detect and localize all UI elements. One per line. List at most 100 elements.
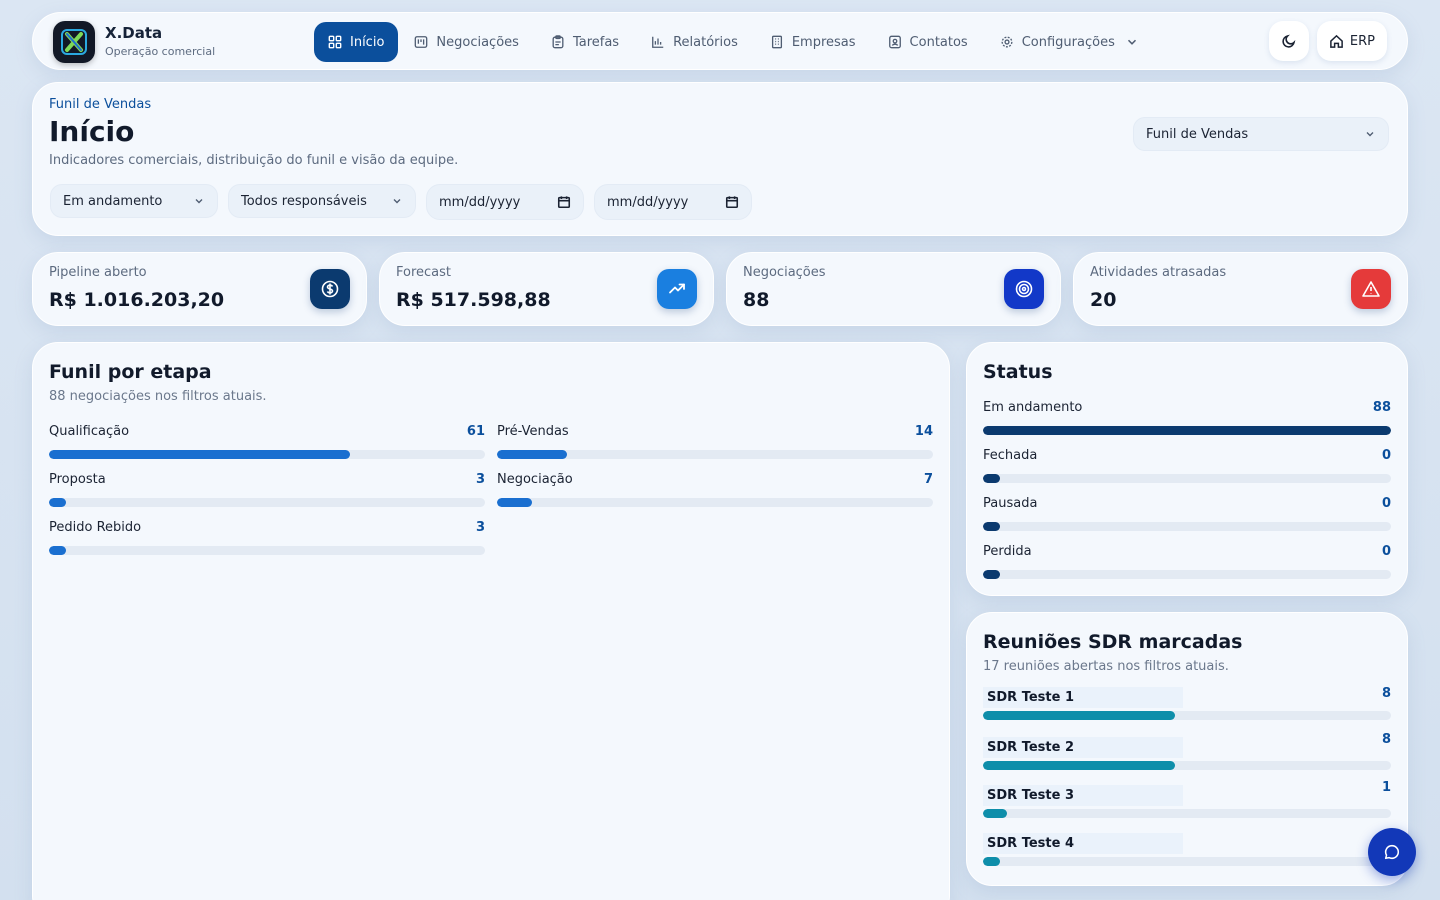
sdr-progress-track <box>983 711 1391 720</box>
bar-chart-icon <box>652 36 664 48</box>
theme-toggle-button[interactable] <box>1268 21 1309 61</box>
sdr-name: SDR Teste 3 <box>983 785 1183 806</box>
brand-subtitle: Operação comercial <box>105 45 216 58</box>
date-to-placeholder: mm/dd/yyyy <box>607 194 689 210</box>
brand-name: X.Data <box>105 24 163 42</box>
dollar-icon <box>310 269 350 309</box>
nav-item-relatorios[interactable]: Relatórios <box>635 22 754 62</box>
kpi-label: Atividades atrasadas <box>1090 265 1227 280</box>
stage-name: Proposta <box>49 472 106 487</box>
kpi-label: Forecast <box>396 265 452 280</box>
owner-filter-select[interactable]: Todos responsáveis <box>228 184 416 218</box>
status-item[interactable]: Perdida 0 <box>983 544 1391 579</box>
trend-up-icon <box>657 269 697 309</box>
funnel-stage[interactable]: Negociação 7 <box>497 472 933 507</box>
nav-item-negociacoes[interactable]: Negociações <box>398 22 535 62</box>
chevron-down-icon <box>393 199 401 204</box>
status-item[interactable]: Pausada 0 <box>983 496 1391 531</box>
funnel-stage[interactable]: Pedido Rebido 3 <box>49 520 485 555</box>
status-progress-track <box>983 426 1391 435</box>
kpi-pipeline-aberto: Pipeline aberto R$ 1.016.203,20 <box>32 252 367 326</box>
nav-item-label: Empresas <box>791 34 856 50</box>
status-title: Status <box>983 361 1053 383</box>
kpi-value: R$ 517.598,88 <box>396 289 551 311</box>
date-from-input[interactable]: mm/dd/yyyy <box>426 184 584 220</box>
gear-icon <box>1001 36 1013 48</box>
nav-item-label: Relatórios <box>673 34 738 50</box>
app-logo[interactable] <box>53 21 95 63</box>
stage-name: Qualificação <box>49 424 130 439</box>
sdr-item[interactable]: SDR Teste 4 <box>983 832 1391 866</box>
stage-progress-track <box>497 450 933 459</box>
stage-progress-fill <box>49 450 350 459</box>
nav-item-label: Contatos <box>909 34 968 50</box>
chevron-down-icon <box>1127 39 1136 45</box>
top-navbar: X.Data Operação comercial Início Negocia… <box>32 12 1408 70</box>
sdr-item[interactable]: SDR Teste 3 1 <box>983 780 1391 818</box>
erp-label: ERP <box>1349 33 1375 49</box>
status-filter-select[interactable]: Em andamento <box>50 184 218 218</box>
status-progress-fill <box>983 570 1000 579</box>
status-panel: Status Em andamento 88 Fechada 0 Pausada 0 … <box>966 342 1408 596</box>
x-logo-icon <box>61 29 87 55</box>
nav-item-label: Configurações <box>1021 34 1115 50</box>
contact-icon <box>888 35 901 49</box>
status-item[interactable]: Em andamento 88 <box>983 400 1391 435</box>
nav-item-configuracoes[interactable]: Configurações <box>984 22 1155 62</box>
page-header: Funil de Vendas Início Indicadores comer… <box>32 82 1408 236</box>
status-filter-value: Em andamento <box>63 193 163 209</box>
target-icon <box>1004 269 1044 309</box>
breadcrumb[interactable]: Funil de Vendas <box>49 97 152 112</box>
funnel-stage[interactable]: Qualificação 61 <box>49 424 485 459</box>
status-name: Em andamento <box>983 400 1083 415</box>
sdr-name: SDR Teste 1 <box>983 687 1183 708</box>
status-item[interactable]: Fechada 0 <box>983 448 1391 483</box>
stage-name: Pedido Rebido <box>49 520 142 535</box>
nav-item-inicio[interactable]: Início <box>314 22 399 62</box>
funnel-panel: Funil por etapa 88 negociações nos filtr… <box>32 342 950 900</box>
erp-button[interactable]: ERP <box>1316 21 1387 61</box>
owner-filter-value: Todos responsáveis <box>241 193 367 209</box>
moon-icon <box>1282 34 1296 48</box>
date-to-input[interactable]: mm/dd/yyyy <box>594 184 752 220</box>
stage-progress-fill <box>49 546 66 555</box>
sdr-progress-fill <box>983 857 1000 866</box>
stage-progress-track <box>49 498 485 507</box>
sdr-item[interactable]: SDR Teste 1 8 <box>983 686 1391 720</box>
nav-item-label: Início <box>350 34 385 50</box>
status-name: Pausada <box>983 496 1038 511</box>
clipboard-icon <box>552 35 564 49</box>
sdr-progress-fill <box>983 761 1175 770</box>
funnel-stage[interactable]: Proposta 3 <box>49 472 485 507</box>
sdr-item[interactable]: SDR Teste 2 8 <box>983 732 1391 770</box>
sdr-title: Reuniões SDR marcadas <box>983 631 1243 653</box>
funnel-select[interactable]: Funil de Vendas <box>1133 117 1389 151</box>
chat-bubble-icon <box>1384 844 1400 860</box>
chevron-down-icon <box>1366 132 1374 137</box>
stage-count: 7 <box>923 472 933 487</box>
stage-progress-fill <box>497 450 567 459</box>
funnel-stage[interactable]: Pré-Vendas 14 <box>497 424 933 459</box>
status-progress-track <box>983 474 1391 483</box>
page-description: Indicadores comerciais, distribuição do … <box>49 153 459 168</box>
grid-icon <box>328 35 342 49</box>
stage-count: 14 <box>914 424 933 439</box>
sdr-panel: Reuniões SDR marcadas 17 reuniões aberta… <box>966 612 1408 886</box>
calendar-icon[interactable] <box>557 195 571 209</box>
nav-item-contatos[interactable]: Contatos <box>872 22 984 62</box>
building-icon <box>771 35 782 49</box>
chat-button[interactable] <box>1368 828 1416 876</box>
status-count: 0 <box>1381 496 1391 511</box>
funnel-title: Funil por etapa <box>49 361 212 383</box>
date-from-placeholder: mm/dd/yyyy <box>439 194 521 210</box>
calendar-icon[interactable] <box>725 195 739 209</box>
kpi-label: Pipeline aberto <box>49 265 147 280</box>
funnel-select-value: Funil de Vendas <box>1146 126 1249 142</box>
alert-icon <box>1351 269 1391 309</box>
status-progress-fill <box>983 522 1000 531</box>
status-count: 88 <box>1372 400 1391 415</box>
nav-item-tarefas[interactable]: Tarefas <box>535 22 635 62</box>
stage-count: 61 <box>466 424 485 439</box>
kpi-value: 20 <box>1090 289 1117 311</box>
nav-item-empresas[interactable]: Empresas <box>754 22 872 62</box>
